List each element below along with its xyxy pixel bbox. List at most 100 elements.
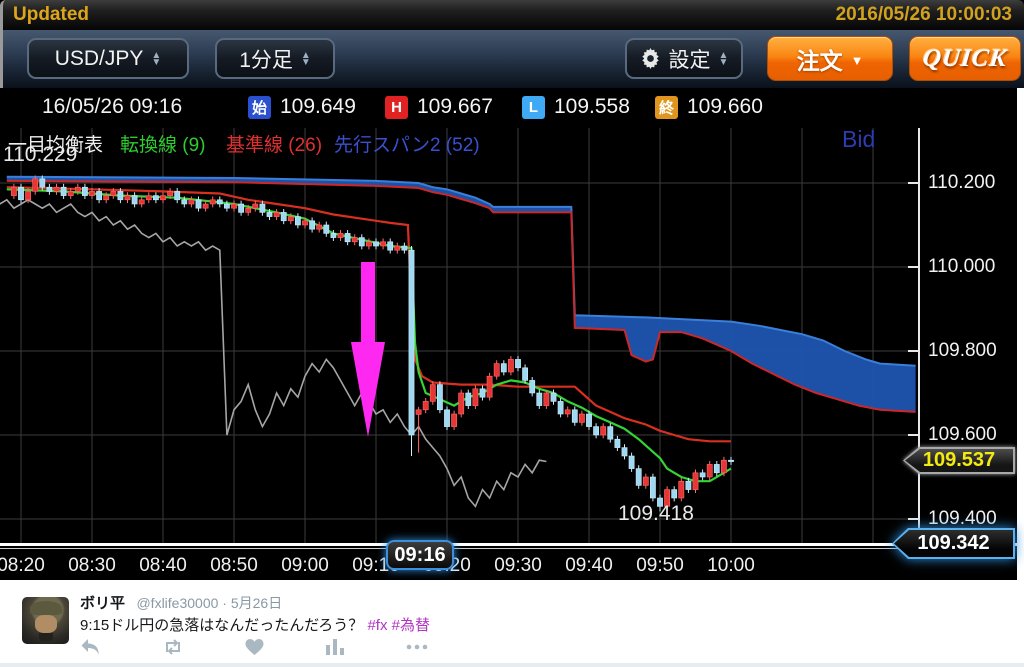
candle: [415, 409, 422, 415]
candle: [472, 388, 479, 406]
candle: [593, 426, 599, 436]
candle: [493, 363, 500, 377]
candle: [564, 409, 571, 415]
candle: [138, 199, 145, 205]
tweet-handle-date[interactable]: @fxlife30000 · 5月26日: [136, 595, 283, 611]
retweet-icon[interactable]: [162, 638, 184, 656]
candle: [224, 203, 230, 209]
candle: [536, 392, 543, 406]
candle: [316, 224, 323, 230]
spinner-arrows-icon: ▲ ▼: [151, 49, 162, 68]
x-axis-label: 08:20: [0, 555, 45, 576]
x-axis-label: 10:00: [707, 555, 755, 576]
toolbar: USD/JPY ▲ ▼ 1分足 ▲ ▼ 設定 ▲ ▼ 注文 ▼ QUI: [0, 30, 1024, 88]
x-axis-label: 08:30: [68, 555, 116, 576]
candle: [394, 245, 401, 251]
candle: [337, 233, 344, 238]
candle: [543, 392, 550, 406]
avatar[interactable]: [22, 597, 69, 644]
candle: [550, 392, 557, 402]
candle: [614, 438, 621, 448]
legend-senkou2: 先行スパン2 (52): [334, 135, 480, 156]
candle: [323, 224, 330, 234]
candle: [387, 241, 394, 251]
y-axis-label: 109.400: [928, 508, 997, 529]
candle: [571, 409, 578, 423]
candle: [145, 195, 152, 201]
candle: [671, 489, 678, 499]
quote-timestamp: 16/05/26 09:16: [42, 95, 183, 118]
candle: [96, 191, 102, 201]
order-button[interactable]: 注文 ▼: [767, 36, 893, 81]
candle: [39, 178, 46, 188]
reply-icon[interactable]: [80, 638, 102, 656]
hashtag-fx[interactable]: #fx: [367, 617, 388, 634]
candle: [373, 241, 379, 247]
analytics-icon[interactable]: [325, 638, 345, 656]
candle: [117, 191, 124, 201]
candle: [657, 497, 663, 507]
settings-label: 設定: [668, 48, 711, 72]
candle: [82, 186, 88, 196]
candlestick-chart[interactable]: [0, 128, 920, 543]
candle: [642, 476, 649, 486]
lagging-span-line: [0, 198, 547, 508]
like-heart-icon[interactable]: [244, 638, 265, 656]
candle: [557, 401, 564, 415]
candle: [273, 212, 280, 217]
settings-button[interactable]: 設定 ▲ ▼: [625, 38, 743, 79]
ichimoku-cloud: [6, 176, 916, 412]
candle: [46, 186, 53, 192]
low-badge: L: [522, 96, 545, 119]
candle: [110, 191, 117, 196]
y-axis-label: 110.200: [928, 172, 996, 193]
candle: [202, 203, 209, 209]
candle: [160, 195, 166, 201]
candle: [628, 455, 635, 469]
gear-icon: [641, 48, 659, 69]
close-badge: 終: [655, 96, 678, 119]
open-value: 109.649: [280, 95, 356, 118]
legend-kijun: 基準線 (26): [226, 135, 323, 156]
candle: [280, 212, 287, 222]
candle: [18, 186, 24, 201]
candle: [635, 468, 642, 486]
candle: [458, 392, 465, 415]
candle: [245, 207, 252, 213]
bid-label: Bid: [842, 126, 876, 152]
x-axis-label: 09:00: [281, 555, 329, 576]
caret-down-icon: ▼: [850, 52, 864, 68]
timeframe-label: 1分足: [239, 48, 293, 72]
candle: [401, 245, 408, 251]
quick-button[interactable]: QUICK: [909, 36, 1021, 81]
kijun-line: [6, 186, 731, 443]
x-axis-label: 08:40: [139, 555, 187, 576]
candle: [358, 237, 365, 247]
candle: [429, 384, 436, 402]
y-axis-label: 109.800: [928, 340, 997, 361]
candle: [451, 413, 457, 427]
candle: [586, 413, 592, 427]
candle: [302, 220, 308, 226]
candle: [522, 367, 528, 381]
more-icon[interactable]: [405, 638, 429, 656]
high-badge: H: [385, 96, 408, 119]
candle: [252, 203, 259, 209]
currency-pair-selector[interactable]: USD/JPY ▲ ▼: [27, 38, 189, 79]
candle: [479, 388, 486, 398]
tweet-display-name[interactable]: ボリ平: [80, 595, 126, 612]
candle: [153, 195, 159, 201]
order-label: 注文: [796, 47, 843, 74]
candle: [294, 216, 301, 226]
hashtag-kawase[interactable]: #為替: [391, 617, 430, 634]
timeframe-selector[interactable]: 1分足 ▲ ▼: [215, 38, 335, 79]
candle: [728, 459, 734, 462]
candle: [408, 249, 415, 436]
candle: [692, 472, 699, 490]
candle: [60, 186, 67, 196]
candle: [89, 191, 95, 196]
spinner-arrows-icon: ▲ ▼: [300, 49, 311, 68]
candle: [649, 476, 656, 499]
time-axis: 08:2008:3008:4008:5009:0009:1009:2009:30…: [0, 543, 1017, 578]
candle: [238, 203, 244, 213]
